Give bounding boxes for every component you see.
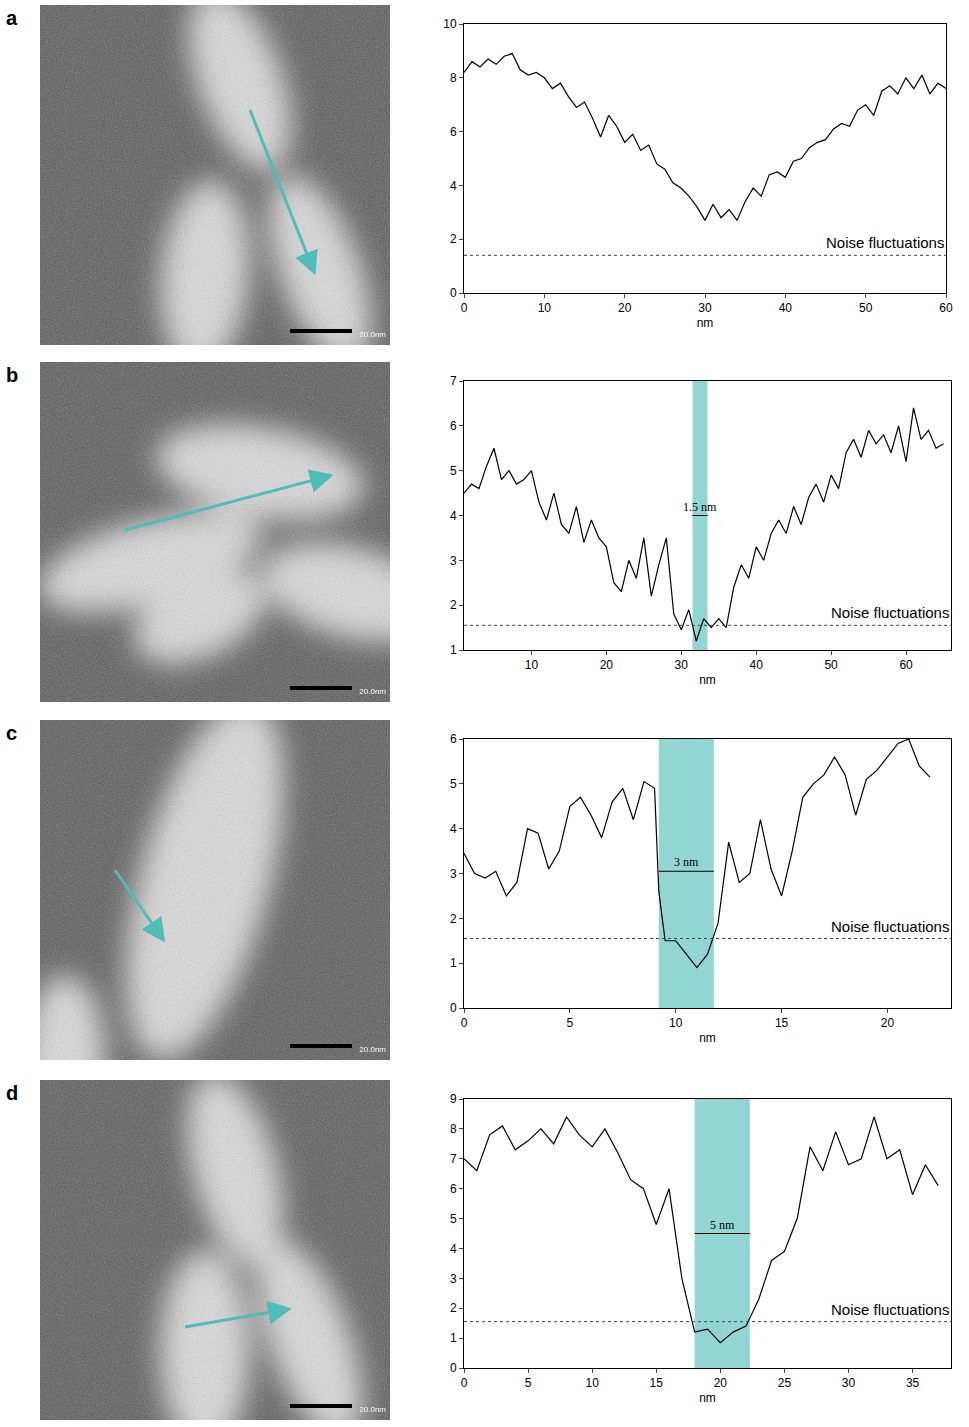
svg-text:0: 0 <box>461 1016 468 1030</box>
svg-text:15: 15 <box>650 1376 664 1390</box>
svg-text:nm: nm <box>699 1031 716 1045</box>
svg-text:9: 9 <box>450 1092 457 1106</box>
svg-text:50: 50 <box>859 301 873 315</box>
svg-text:20.0nm: 20.0nm <box>359 687 386 696</box>
svg-text:10: 10 <box>525 658 539 672</box>
svg-text:0: 0 <box>450 1361 457 1375</box>
svg-text:8: 8 <box>450 71 457 85</box>
svg-text:10: 10 <box>585 1376 599 1390</box>
svg-text:10: 10 <box>443 17 457 31</box>
svg-text:nm: nm <box>697 316 714 330</box>
svg-text:7: 7 <box>450 1152 457 1166</box>
svg-text:0: 0 <box>450 1001 457 1015</box>
svg-text:Noise fluctuations: Noise fluctuations <box>826 234 944 251</box>
svg-text:2: 2 <box>450 232 457 246</box>
svg-text:5: 5 <box>450 464 457 478</box>
svg-text:0: 0 <box>461 301 468 315</box>
html-text:a: a <box>6 7 18 29</box>
svg-text:Noise fluctuations: Noise fluctuations <box>831 918 949 935</box>
svg-text:3: 3 <box>450 1272 457 1286</box>
svg-text:4: 4 <box>450 179 457 193</box>
svg-text:20.0nm: 20.0nm <box>359 1045 386 1054</box>
svg-text:nm: nm <box>699 673 716 687</box>
svg-text:50: 50 <box>824 658 838 672</box>
svg-text:5 nm: 5 nm <box>710 1218 735 1232</box>
svg-text:35: 35 <box>906 1376 920 1390</box>
svg-text:40: 40 <box>750 658 764 672</box>
svg-text:60: 60 <box>939 301 953 315</box>
svg-text:3: 3 <box>450 554 457 568</box>
svg-text:3 nm: 3 nm <box>674 855 699 869</box>
svg-text:10: 10 <box>538 301 552 315</box>
svg-text:1: 1 <box>450 956 457 970</box>
svg-text:20: 20 <box>881 1016 895 1030</box>
svg-text:20.0nm: 20.0nm <box>359 330 386 339</box>
svg-text:15: 15 <box>775 1016 789 1030</box>
svg-text:7: 7 <box>450 374 457 388</box>
svg-text:4: 4 <box>450 509 457 523</box>
svg-text:20: 20 <box>600 658 614 672</box>
svg-text:nm: nm <box>699 1391 716 1405</box>
svg-text:10: 10 <box>669 1016 683 1030</box>
svg-text:20: 20 <box>714 1376 728 1390</box>
svg-text:2: 2 <box>450 1301 457 1315</box>
html-text:d: d <box>6 1082 19 1104</box>
svg-text:25: 25 <box>778 1376 792 1390</box>
svg-text:30: 30 <box>698 301 712 315</box>
svg-text:1.5 nm: 1.5 nm <box>683 500 717 514</box>
svg-text:5: 5 <box>450 1212 457 1226</box>
svg-text:3: 3 <box>450 867 457 881</box>
svg-text:20.0nm: 20.0nm <box>359 1405 386 1414</box>
svg-text:5: 5 <box>525 1376 532 1390</box>
svg-text:4: 4 <box>450 1242 457 1256</box>
svg-text:20: 20 <box>618 301 632 315</box>
svg-text:8: 8 <box>450 1122 457 1136</box>
svg-text:4: 4 <box>450 822 457 836</box>
svg-text:5: 5 <box>450 777 457 791</box>
svg-text:6: 6 <box>450 732 457 746</box>
svg-text:40: 40 <box>779 301 793 315</box>
html-text:c: c <box>6 722 18 744</box>
svg-text:0: 0 <box>450 286 457 300</box>
svg-text:30: 30 <box>842 1376 856 1390</box>
svg-text:30: 30 <box>675 658 689 672</box>
svg-text:6: 6 <box>450 125 457 139</box>
svg-text:Noise fluctuations: Noise fluctuations <box>831 604 949 621</box>
svg-text:5: 5 <box>567 1016 574 1030</box>
svg-text:6: 6 <box>450 1182 457 1196</box>
svg-text:0: 0 <box>461 1376 468 1390</box>
svg-text:1: 1 <box>450 643 457 657</box>
svg-text:6: 6 <box>450 419 457 433</box>
svg-text:1: 1 <box>450 1331 457 1345</box>
svg-text:2: 2 <box>450 912 457 926</box>
svg-text:2: 2 <box>450 598 457 612</box>
svg-text:Noise fluctuations: Noise fluctuations <box>831 1301 949 1318</box>
svg-text:60: 60 <box>899 658 913 672</box>
html-text:b: b <box>6 364 19 386</box>
